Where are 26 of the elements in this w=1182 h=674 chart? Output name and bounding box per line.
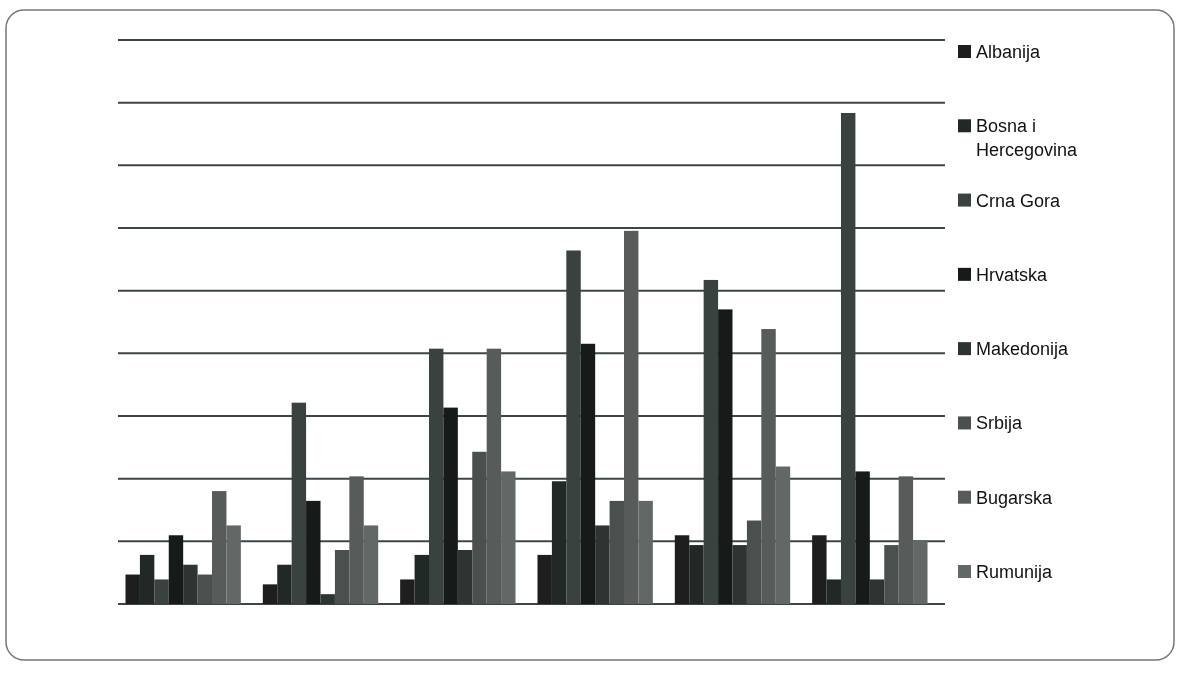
bar [869,579,885,604]
bar [746,520,762,604]
bar [168,535,184,604]
bar [595,525,610,604]
legend-label: Crna Gora [976,190,1062,211]
bar [732,545,747,604]
legend-label: Albanija [976,42,1042,62]
bar [609,500,624,604]
bar [718,309,733,604]
bar [855,471,870,604]
bar [183,564,198,604]
legend-label: Rumunija [976,562,1054,582]
bar [334,549,350,604]
legend-label: Hrvatska [976,264,1048,285]
bar [443,407,458,604]
bar [457,549,473,604]
bar [197,574,213,604]
legend-label: Makedonija [976,339,1070,360]
bar [306,500,321,604]
legend-label: Srbija [976,413,1024,434]
bar [320,594,335,604]
bar [472,451,487,604]
bar [884,545,899,604]
legend-label: Bugarska [976,487,1054,508]
bar [580,343,596,604]
legend-label: Bosna i Hercegovina [976,116,1079,161]
